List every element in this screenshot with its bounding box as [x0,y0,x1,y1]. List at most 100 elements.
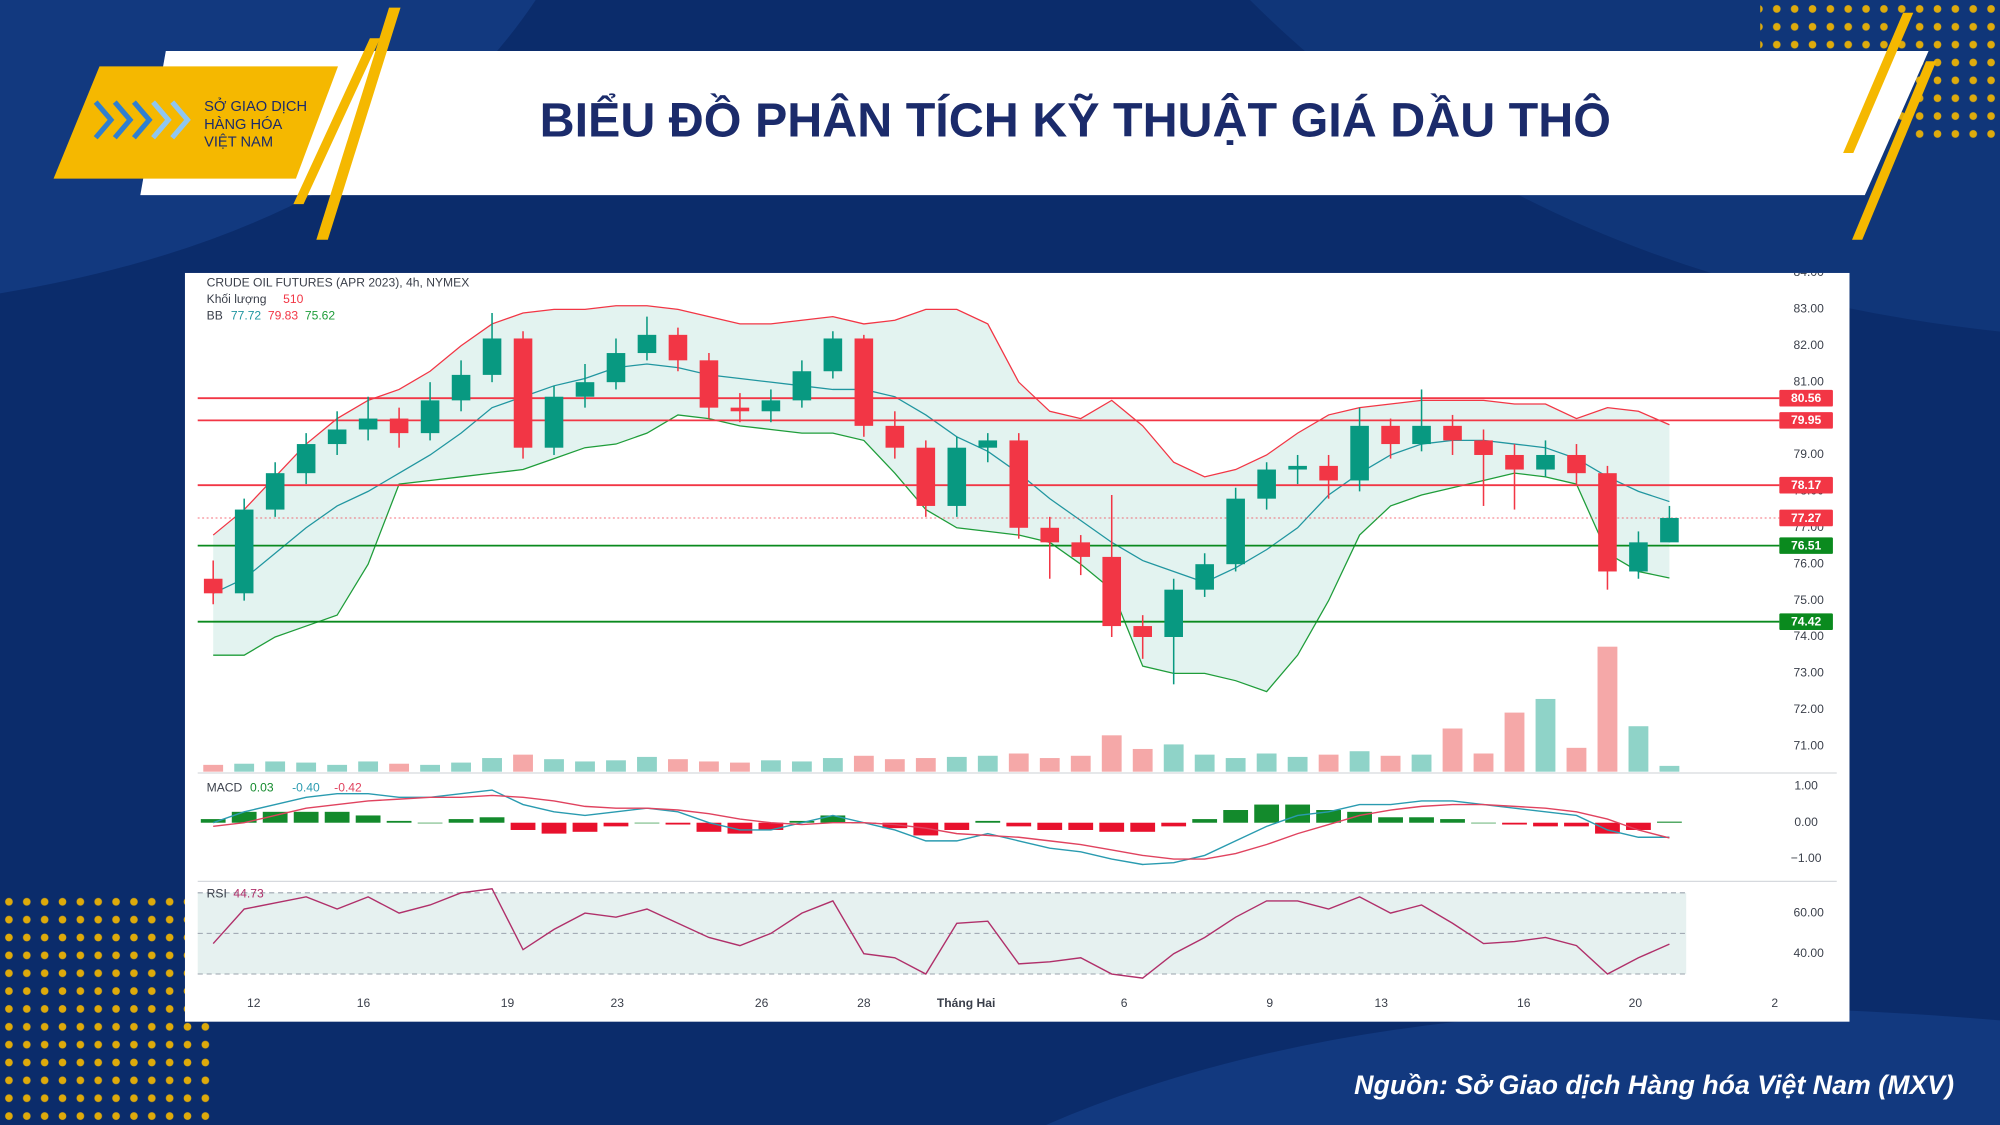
macd-hist-bar [1564,822,1589,827]
candle-body [575,382,595,397]
volume-bar [389,763,410,772]
x-tick-label: 19 [501,996,515,1010]
volume-bar [327,764,348,772]
volume-bar [1132,748,1153,772]
macd-hist-bar [355,815,381,823]
candle-body [327,429,347,445]
volume-bar [1101,735,1122,772]
volume-bar [791,761,812,772]
volume-bar [1163,744,1184,772]
volume-bar [1194,754,1215,772]
candle-body [916,447,936,506]
volume-bar [203,764,224,772]
y-tick-label: 74.00 [1794,629,1825,643]
candle-body [1412,425,1431,445]
macd-hist-bar [1161,822,1187,827]
macd-signal [213,794,1670,860]
y-tick-label: 79.00 [1794,447,1825,461]
volume-bar [1597,646,1618,772]
macd-hist-bar [1471,822,1496,824]
y-tick-label: 72.00 [1794,702,1825,716]
macd-hist-bar [1347,811,1372,823]
volume-bar [544,759,564,772]
macd-hist-bar [1533,822,1558,827]
logo-text: SỞ GIAO DỊCH [204,97,307,115]
candle-body [699,360,719,408]
macd-hist-bar [1192,819,1218,823]
volume-bar [668,759,688,772]
macd-hist-bar [541,822,567,834]
macd-hist-bar [913,822,939,836]
volume-bar [1473,753,1494,772]
y-tick-label: 76.00 [1794,556,1825,570]
x-tick-label: 12 [247,996,261,1010]
volume-bar [1287,756,1308,772]
x-tick-label: 20 [1629,996,1643,1010]
plot: 71.0072.0073.0074.0075.0076.0077.0078.00… [197,273,1837,1010]
x-tick-label: 2 [1771,996,1778,1010]
bb-value: 79.83 [268,309,299,323]
candle-body [1474,440,1493,455]
candle-body [1319,465,1338,481]
macd-value: -0.42 [334,780,362,794]
volume-bar [946,756,967,772]
volume-bar [1256,753,1277,772]
macd-value: -0.40 [292,780,320,794]
macd-hist-bar [1595,822,1620,834]
volume-bar [451,762,471,772]
y-tick-label: 81.00 [1794,374,1825,388]
macd-hist-bar [510,822,536,830]
macd-hist-bar [820,815,846,823]
macd-hist-bar [479,817,505,823]
macd-hist-bar [1626,822,1651,830]
macd-hist-bar [1409,817,1434,823]
candle-body [358,418,378,430]
macd-hist-bar [789,820,815,823]
x-tick-label: 28 [857,996,871,1010]
volume-bar [977,755,998,772]
candle-body [606,353,626,383]
candle-body [1350,425,1369,481]
level-label: 77.27 [1791,511,1822,525]
volume-bar [822,758,843,772]
macd-hist-bar [1254,804,1280,823]
macd-hist-bar [727,822,753,834]
macd-line [212,789,1670,866]
level-label-box [1779,613,1833,630]
logo-text: HÀNG HÓA [204,116,282,133]
volume-bar [234,763,255,772]
rsi-label: RSI [207,886,227,900]
rsi-tick-label: 40.00 [1794,946,1825,960]
dot-pattern [0,892,217,1125]
stripe [1852,61,1937,240]
header-banner [140,51,1929,196]
candle-body [296,444,316,474]
level-label-box [1779,509,1833,527]
volume-bar [1008,753,1029,772]
macd-hist-bar [448,819,474,823]
legend: CRUDE OIL FUTURES (APR 2023), 4h, NYMEX … [207,275,470,900]
x-tick-label: 23 [610,996,624,1010]
candle-body [1257,469,1276,499]
candle-body [1505,454,1524,470]
x-tick-label: 16 [357,996,371,1010]
candle-body [1071,542,1091,557]
macd-hist-bar [262,811,288,823]
candle-body [637,334,657,354]
macd-hist-bar [417,822,443,824]
candle-body [1288,465,1307,470]
x-tick-label: 6 [1121,996,1128,1010]
bb-value: 77.72 [231,309,262,323]
macd-hist-bar [1006,822,1032,827]
volume-bar [1318,754,1339,772]
candle-body [947,447,967,506]
rsi-tick-label: 60.00 [1794,905,1825,919]
rsi-line [212,887,1670,979]
candle-body [668,334,688,361]
candle-body [544,396,564,448]
volume-bar [420,764,440,772]
macd-hist-bar [1099,822,1125,832]
volume-bar [884,759,905,772]
